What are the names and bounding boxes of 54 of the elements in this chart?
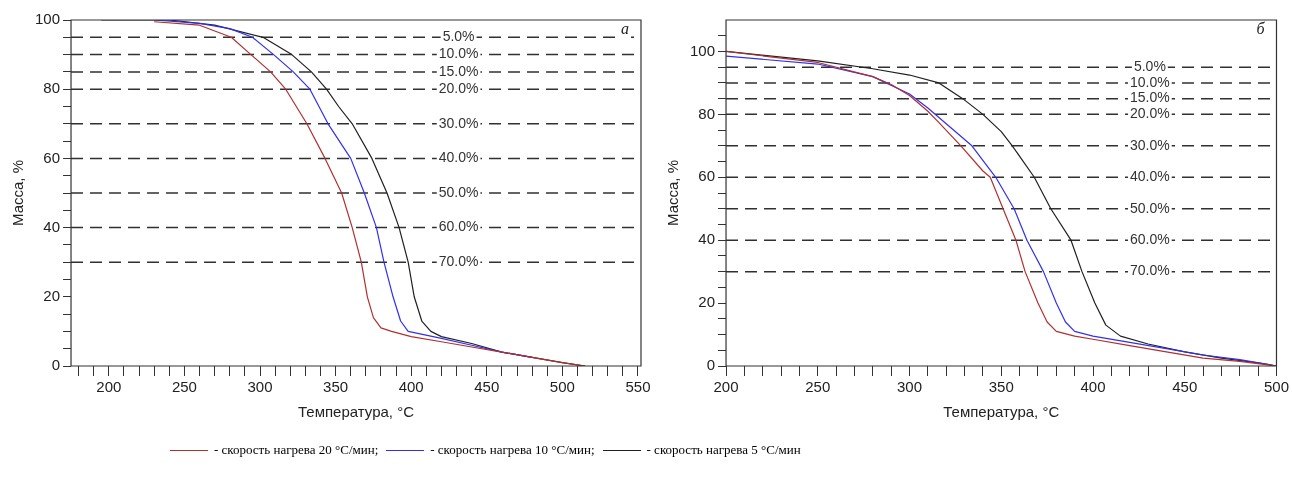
legend-label: - скорость нагрева 5 °C/мин — [646, 442, 801, 458]
x-tick-label: 550 — [625, 378, 651, 396]
y-tick-label: 60 — [698, 167, 716, 185]
annotation: 15.0% — [1130, 89, 1170, 106]
y-tick-label: 100 — [35, 10, 61, 28]
x-tick-label: 500 — [549, 378, 575, 396]
annotation: 60.0% — [1130, 231, 1170, 248]
y-tick-label: 100 — [690, 41, 716, 59]
x-tick-label: 300 — [897, 378, 923, 396]
y-tick-label: 20 — [698, 293, 716, 311]
x-axis-title: Температура, °C — [943, 403, 1060, 421]
x-tick-label: 350 — [988, 378, 1014, 396]
y-axis-title: Масса, % — [664, 159, 682, 227]
y-tick-label: 80 — [43, 79, 61, 97]
y-tick-label: 60 — [43, 148, 61, 166]
annotation: 5.0% — [442, 28, 475, 45]
annotation: 50.0% — [438, 183, 479, 200]
x-tick-label: 450 — [1172, 378, 1198, 396]
x-tick-label: 350 — [323, 378, 349, 396]
x-tick-label: 250 — [805, 378, 831, 396]
annotation: 40.0% — [438, 149, 479, 166]
legend-label: - скорость нагрева 20 °C/мин; — [214, 442, 379, 458]
annotation: 20.0% — [1130, 105, 1170, 122]
y-tick-label: 20 — [43, 286, 61, 304]
annotation: 60.0% — [438, 218, 479, 235]
y-tick-label: 80 — [698, 104, 716, 122]
x-tick-label: 400 — [398, 378, 424, 396]
annotation: 10.0% — [1130, 73, 1170, 90]
annotation: 30.0% — [438, 114, 479, 131]
x-axis-title: Температура, °C — [298, 403, 415, 421]
annotation: 70.0% — [438, 253, 479, 270]
annotation: 15.0% — [438, 62, 479, 79]
y-tick-label: 0 — [51, 356, 61, 374]
legend-label: - скорость нагрева 10 °C/мин; — [430, 442, 595, 458]
x-tick-label: 450 — [474, 378, 500, 396]
annotation: 40.0% — [1130, 168, 1170, 185]
x-tick-label: 200 — [96, 378, 122, 396]
y-tick-label: 40 — [698, 230, 716, 248]
y-axis-title: Масса, % — [9, 159, 27, 227]
annotation: 20.0% — [438, 80, 479, 97]
y-tick-label: 40 — [43, 217, 61, 235]
annotation: б — [1256, 20, 1266, 38]
annotation: 70.0% — [1130, 262, 1170, 279]
y-tick-label: 0 — [706, 356, 716, 374]
annotation: а — [621, 20, 629, 38]
x-tick-label: 500 — [1263, 378, 1289, 396]
x-tick-label: 200 — [713, 378, 739, 396]
annotation: 50.0% — [1130, 199, 1170, 216]
x-tick-label: 400 — [1080, 378, 1106, 396]
x-tick-label: 250 — [171, 378, 197, 396]
annotation: 30.0% — [1130, 136, 1170, 153]
annotation: 5.0% — [1133, 58, 1166, 75]
annotation: 10.0% — [438, 45, 479, 62]
x-tick-label: 300 — [247, 378, 273, 396]
